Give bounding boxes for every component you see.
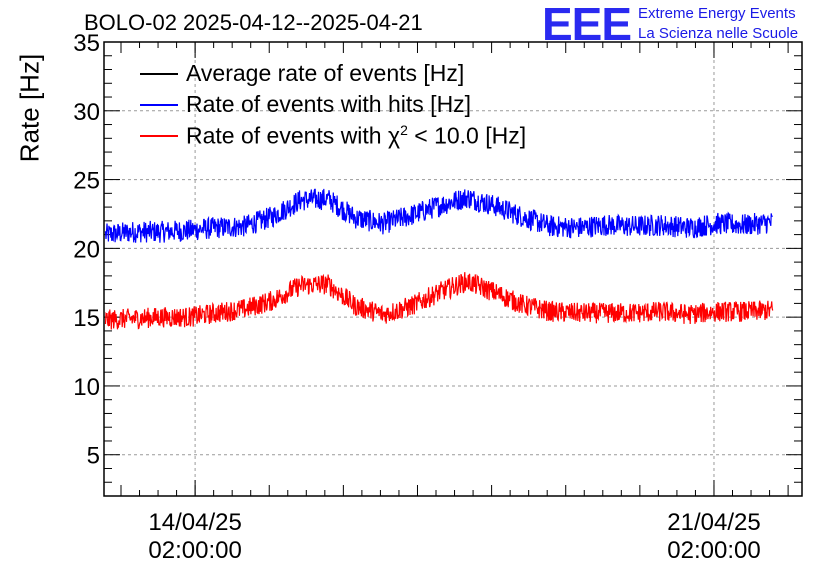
legend: Average rate of events [Hz] Rate of even… — [140, 58, 526, 151]
y-tick-label: 20 — [73, 236, 100, 263]
legend-item-chi2: Rate of events with χ2 < 10.0 [Hz] — [140, 120, 526, 151]
legend-label-hits: Rate of events with hits [Hz] — [186, 91, 472, 117]
x-tick-label-time: 02:00:00 — [148, 537, 241, 564]
x-tick-label-date: 21/04/25 — [667, 509, 760, 536]
x-tick-label-date: 14/04/25 — [148, 509, 241, 536]
legend-label-chi2-main: Rate of events with χ — [186, 122, 401, 149]
legend-label-chi2-sup: 2 — [400, 121, 408, 138]
y-tick-label: 15 — [73, 305, 100, 332]
legend-item-average: Average rate of events [Hz] — [140, 58, 526, 89]
y-tick-label: 10 — [73, 374, 100, 401]
y-tick-label: 35 — [73, 30, 100, 57]
legend-label-chi2: Rate of events with χ2 < 10.0 [Hz] — [186, 122, 526, 150]
y-tick-label: 30 — [73, 99, 100, 126]
series-line-hits — [104, 188, 773, 243]
legend-label-chi2-suffix: < 10.0 [Hz] — [407, 122, 527, 149]
legend-item-hits: Rate of events with hits [Hz] — [140, 89, 526, 120]
logo-line-1: Extreme Energy Events — [638, 5, 796, 22]
y-tick-label: 5 — [87, 443, 100, 470]
legend-swatch-average — [140, 72, 178, 75]
legend-label-average: Average rate of events [Hz] — [186, 60, 465, 86]
legend-swatch-hits — [140, 103, 178, 106]
chart-title: BOLO-02 2025-04-12--2025-04-21 — [84, 10, 423, 35]
plot-frame — [103, 41, 803, 497]
x-tick-label-time: 02:00:00 — [667, 537, 760, 564]
y-tick-label: 25 — [73, 168, 100, 195]
logo-line-2: La Scienza nelle Scuole — [638, 25, 799, 42]
eee-logo: EEE — [542, 0, 632, 50]
legend-swatch-chi2 — [140, 134, 178, 137]
series-line-chi2 — [104, 272, 774, 330]
y-axis-label: Rate [Hz] — [14, 53, 45, 163]
